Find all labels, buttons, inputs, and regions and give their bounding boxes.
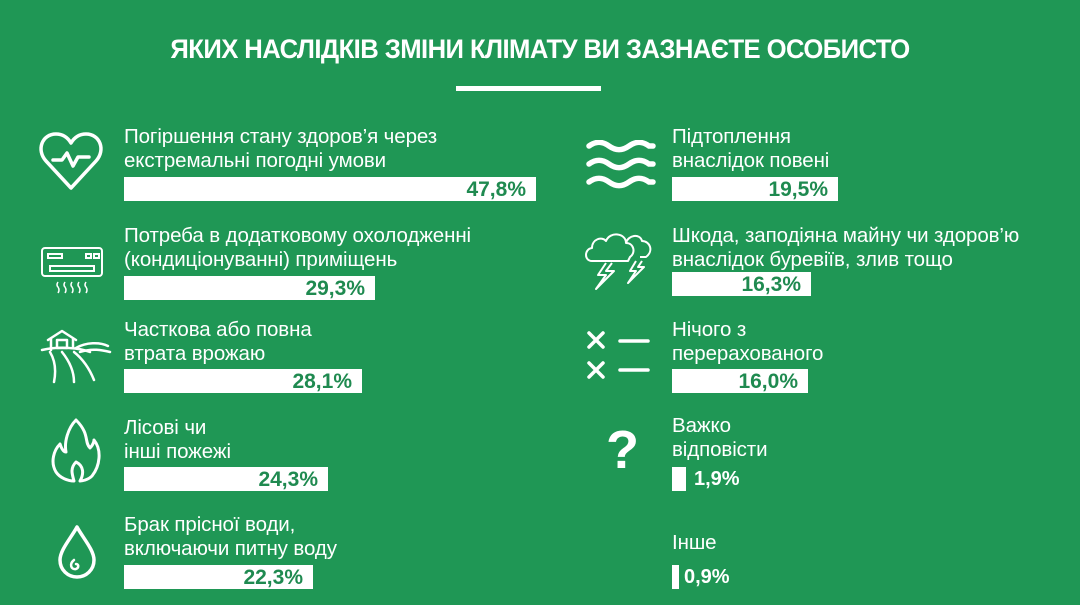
bar-flood: 19,5%: [672, 177, 838, 201]
bar-water: 22,3%: [124, 565, 313, 589]
item-label: Часткова або повна втрата врожаю: [124, 318, 312, 366]
label-line: Часткова або повна: [124, 318, 312, 341]
label-line: (кондиціонуванні) приміщень: [124, 248, 398, 271]
label-line: Інше: [672, 531, 717, 554]
bar-fires: 24,3%: [124, 467, 328, 491]
label-line: Брак прісної води,: [124, 513, 296, 536]
air-conditioner-icon: [40, 246, 104, 296]
label-line: Лісові чи: [124, 416, 207, 439]
bar-value: 16,3%: [741, 273, 801, 296]
label-line: Важко: [672, 414, 731, 437]
bar-value: 19,5%: [768, 178, 828, 201]
item-label: Погіршення стану здоров’я через екстрема…: [124, 125, 437, 173]
item-label: Підтоплення внаслідок повені: [672, 125, 829, 173]
label-line: внаслідок повені: [672, 149, 830, 172]
water-drop-icon: [57, 524, 97, 580]
label-line: відповісти: [672, 438, 768, 461]
bar-value: 29,3%: [305, 277, 365, 300]
label-line: перерахованого: [672, 342, 824, 365]
bar-value: 24,3%: [258, 468, 318, 491]
label-line: включаючи питну воду: [124, 537, 337, 560]
bar-crops: 28,1%: [124, 369, 362, 393]
label-line: втрата врожаю: [124, 342, 266, 365]
item-label: Інше: [672, 531, 717, 555]
storm-cloud-icon: [582, 227, 658, 291]
question-mark-icon: ?: [606, 420, 639, 480]
bar-health: 47,8%: [124, 177, 536, 201]
farm-field-icon: [40, 328, 112, 384]
page-title: ЯКИХ НАСЛІДКІВ ЗМІНИ КЛІМАТУ ВИ ЗАЗНАЄТЕ…: [170, 34, 910, 64]
item-label: Потреба в додатковому охолодженні (конди…: [124, 224, 471, 272]
label-line: Нічого з: [672, 318, 747, 341]
title-divider: [456, 86, 601, 91]
label-line: Підтоплення: [672, 125, 791, 148]
bar-nothing: 16,0%: [672, 369, 808, 393]
bar-value: 28,1%: [292, 370, 352, 393]
item-label: Важко відповісти: [672, 414, 768, 462]
bar-value: 16,0%: [738, 370, 798, 393]
bar-other: [672, 565, 679, 589]
bar-cooling: 29,3%: [124, 276, 375, 300]
label-line: Потреба в додатковому охолодженні: [124, 224, 472, 247]
bar-value: 1,9%: [694, 468, 740, 490]
label-line: Шкода, заподіяна майну чи здоров’ю: [672, 224, 1020, 247]
label-line: внаслідок буревіїв, злив тощо: [672, 248, 953, 271]
item-label: Лісові чи інші пожежі: [124, 416, 231, 464]
bar-value: 47,8%: [466, 178, 526, 201]
bar-value: 0,9%: [684, 566, 730, 588]
fire-icon: [50, 418, 102, 484]
bar-storms: 16,3%: [672, 272, 811, 296]
bar-hard-to-say: [672, 467, 686, 491]
heart-pulse-icon: [38, 128, 104, 194]
label-line: Погіршення стану здоров’я через: [124, 125, 438, 148]
bar-value: 22,3%: [243, 566, 303, 589]
item-label: Нічого з перерахованого: [672, 318, 823, 366]
waves-icon: [586, 140, 656, 190]
item-label: Брак прісної води, включаючи питну воду: [124, 513, 337, 561]
label-line: екстремальні погодні умови: [124, 149, 387, 172]
cross-list-icon: [586, 330, 652, 382]
label-line: інші пожежі: [124, 440, 231, 463]
item-label: Шкода, заподіяна майну чи здоров’ю внасл…: [672, 224, 1019, 272]
